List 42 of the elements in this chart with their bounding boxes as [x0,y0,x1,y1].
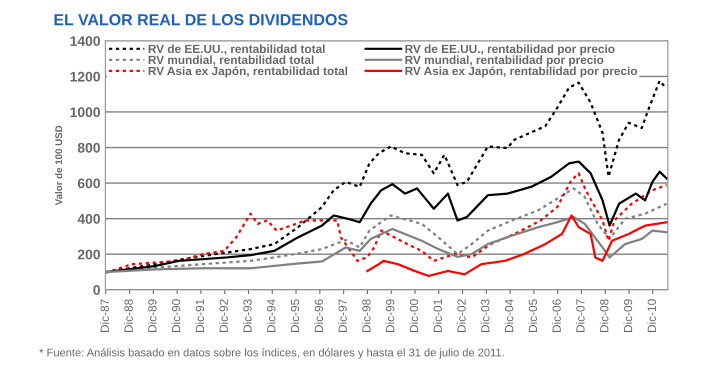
x-tick-label: Dic-09 [624,299,632,332]
x-tick-label: Dic-00 [410,299,418,332]
chart-title: EL VALOR REAL DE LOS DIVIDENDOS [54,14,348,26]
line-series [366,214,668,278]
x-tick-label: Dic-92 [219,299,228,332]
legend-label: RV Asia ex Japón, rentabilidad por precio [405,66,638,78]
legend-label: RV mundial, rentabilidad total [148,55,314,66]
y-axis-title: Valor de 100 USD [55,126,62,206]
y-tick-label: 400 [78,214,100,224]
x-tick-label: Dic-04 [504,299,514,332]
x-tick-label: Dic-88 [124,299,133,332]
x-tick-label: Dic-06 [552,299,561,332]
x-tick-label: Dic-90 [172,299,180,332]
x-tick-label: Dic-98 [362,299,371,332]
legend-label: RV Asia ex Japón, rentabilidad total [148,66,348,78]
x-tick-label: Dic-97 [338,299,347,332]
x-tick-label: Dic-95 [290,299,300,332]
y-tick-label: 600 [78,178,100,188]
y-tick-label: 1400 [70,36,100,46]
x-tick-label: Dic-05 [528,299,538,332]
x-tick-label: Dic-08 [600,299,608,332]
x-tick-label: Dic-07 [576,299,585,332]
legend-label: RV de EE.UU., rentabilidad por precio [405,44,615,56]
x-tick-label: Dic-10 [647,299,656,332]
y-tick-label: 200 [78,250,100,260]
x-tick-label: Dic-94 [266,299,276,332]
x-tick-label: Dic-91 [195,299,204,332]
x-tick-label: Dic-99 [386,299,394,332]
x-tick-label: Dic-03 [480,299,490,332]
legend-label: RV de EE.UU., rentabilidad total [148,44,325,55]
x-tick-label: Dic-02 [457,299,466,332]
x-tick-label: Dic-89 [148,299,157,332]
y-tick-label: 800 [78,142,100,153]
x-tick-label: Dic-87 [100,299,109,332]
y-tick-label: 1000 [70,107,100,118]
x-tick-label: Dic-93 [243,299,252,332]
y-tick-label: 1200 [70,72,100,82]
y-tick-label: 0 [93,285,100,295]
legend-label: RV mundial, rentabilidad por precio [405,55,604,66]
text: * Fuente: Análisis basado en datos sobre los índices, en dólares y hasta el 31 de julio de 2011. [39,348,504,359]
x-tick-label: Dic-96 [314,299,324,332]
x-tick-label: Dic-01 [433,299,442,332]
